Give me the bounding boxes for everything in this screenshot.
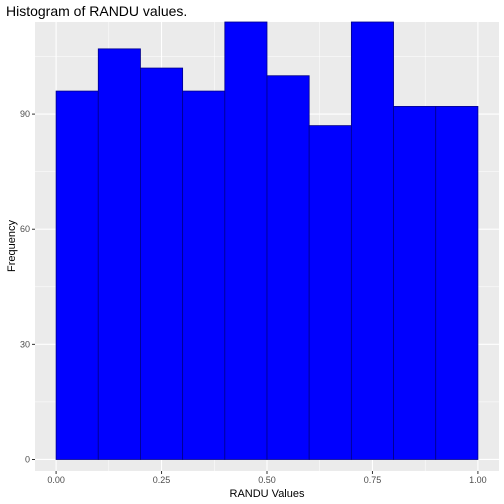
y-tick-label: 60	[20, 224, 30, 234]
histogram-bar	[393, 106, 437, 460]
histogram-bar	[140, 67, 184, 460]
y-tick-label: 30	[20, 339, 30, 349]
histogram-bar	[97, 48, 141, 460]
histogram-bar	[308, 125, 352, 460]
y-axis-ticks: 0 30 60 90	[20, 109, 35, 464]
histogram-bar	[266, 75, 310, 460]
histogram-bar	[55, 90, 99, 460]
x-tick-label: 0.50	[258, 475, 276, 485]
histogram-bar	[435, 106, 479, 460]
x-tick-label: 0.25	[153, 475, 171, 485]
y-axis-title: Frequency	[6, 220, 18, 272]
chart-title: Histogram of RANDU values.	[6, 3, 187, 19]
y-tick-label: 90	[20, 109, 30, 119]
histogram-bar	[350, 21, 394, 460]
bars	[55, 21, 479, 460]
y-tick-label: 0	[25, 454, 30, 464]
x-axis-title: RANDU Values	[230, 488, 305, 500]
x-tick-label: 0.00	[47, 475, 65, 485]
x-tick-label: 0.75	[364, 475, 382, 485]
histogram-bar	[224, 21, 268, 460]
x-axis-ticks: 0.00 0.25 0.50 0.75 1.00	[47, 471, 487, 485]
x-tick-label: 1.00	[469, 475, 487, 485]
histogram-bar	[182, 90, 226, 460]
